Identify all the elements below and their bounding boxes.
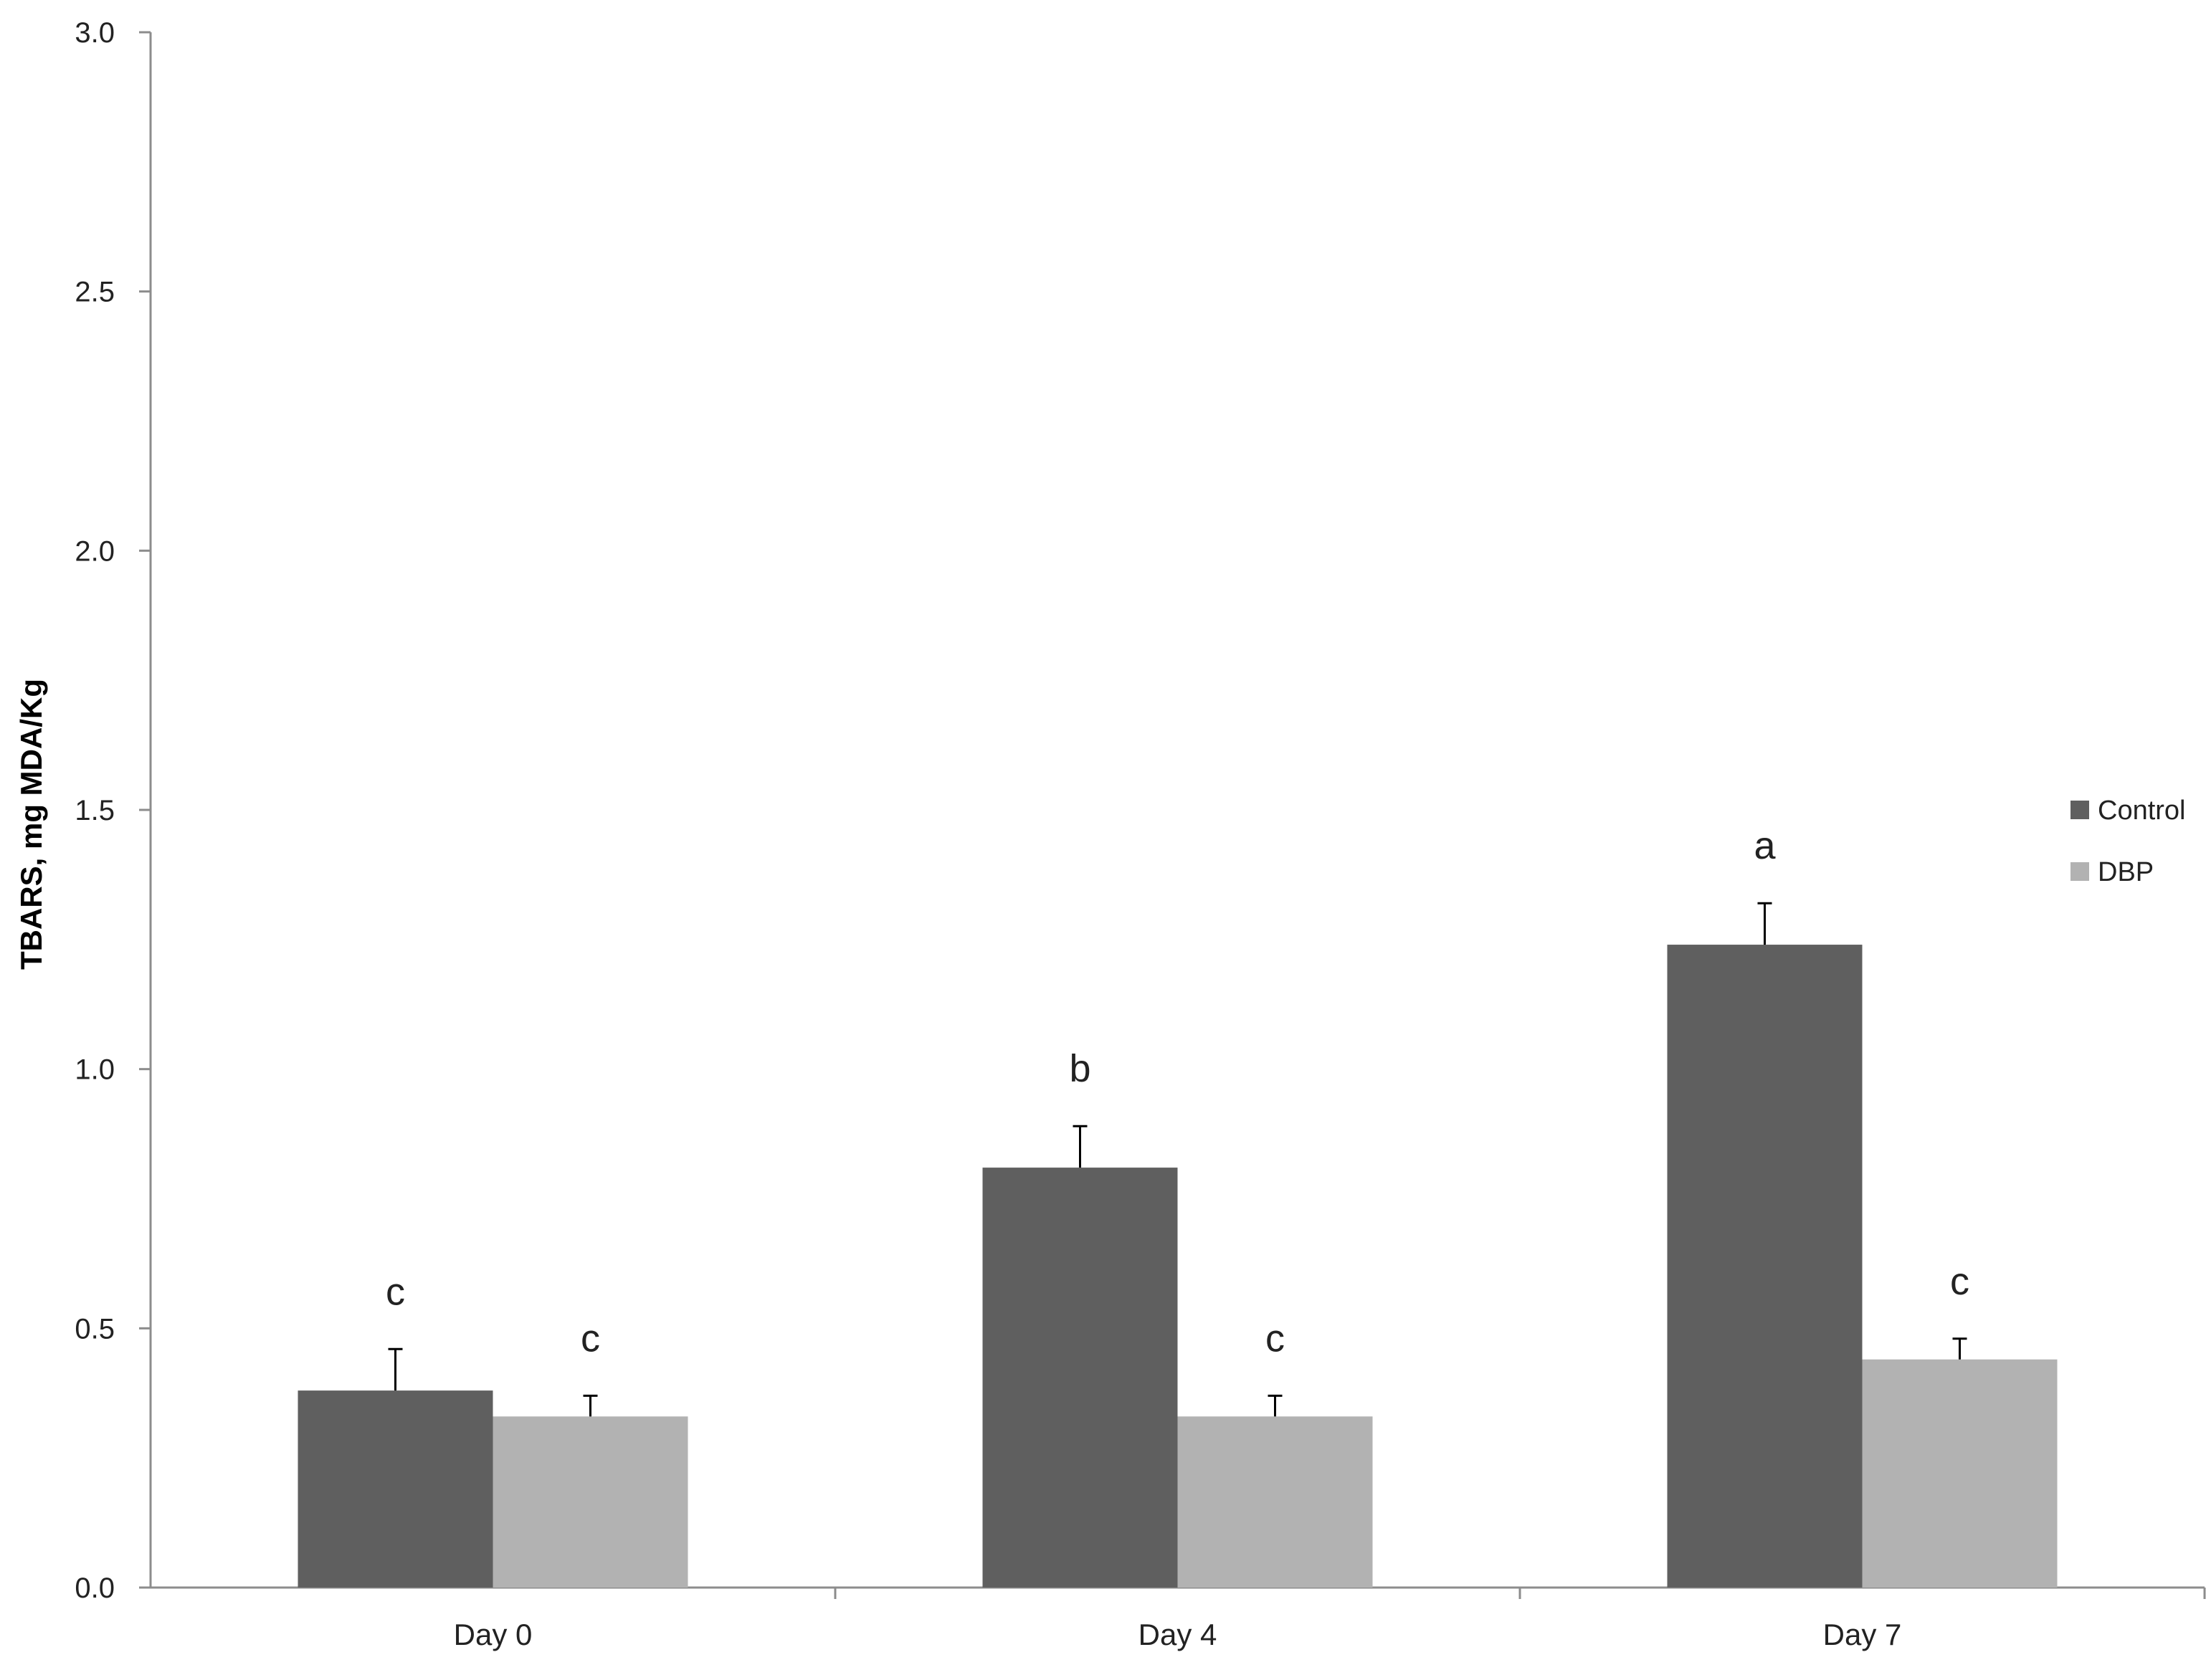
y-tick-label: 1.5 (75, 795, 115, 826)
legend-label: DBP (2098, 857, 2154, 887)
significance-letter: b (1069, 1047, 1090, 1090)
y-tick-label: 0.5 (75, 1313, 115, 1345)
bar-control-day-0 (298, 1390, 493, 1588)
y-tick-label: 3.0 (75, 17, 115, 49)
y-tick-label: 2.0 (75, 535, 115, 567)
significance-letter: c (386, 1270, 405, 1313)
significance-letter: a (1754, 824, 1776, 867)
legend-swatch-control (2070, 801, 2089, 819)
y-axis-title: TBARS, mg MDA/Kg (14, 679, 48, 970)
x-category-label: Day 0 (454, 1618, 533, 1651)
labels: Day 0 c c Day 4 b c Day 7 a c (386, 824, 1969, 1651)
y-tick-label: 0.0 (75, 1572, 115, 1604)
significance-letter: c (1950, 1260, 1969, 1303)
x-category-label: Day 4 (1138, 1618, 1217, 1651)
y-tick-label: 2.5 (75, 277, 115, 308)
y-tick-label: 1.0 (75, 1054, 115, 1086)
bar-control-day-7 (1667, 945, 1863, 1588)
x-category-label: Day 7 (1823, 1618, 1902, 1651)
significance-letter: c (1265, 1317, 1285, 1360)
legend: Control DBP (2070, 796, 2186, 887)
bars (298, 902, 2058, 1588)
legend-swatch-dbp (2070, 862, 2089, 881)
significance-letter: c (581, 1317, 600, 1360)
bar-dbp-day-4 (1177, 1416, 1373, 1588)
bar-control-day-4 (982, 1168, 1178, 1588)
legend-label: Control (2098, 796, 2186, 826)
bar-dbp-day-7 (1862, 1359, 2058, 1588)
bar-dbp-day-0 (493, 1416, 688, 1588)
